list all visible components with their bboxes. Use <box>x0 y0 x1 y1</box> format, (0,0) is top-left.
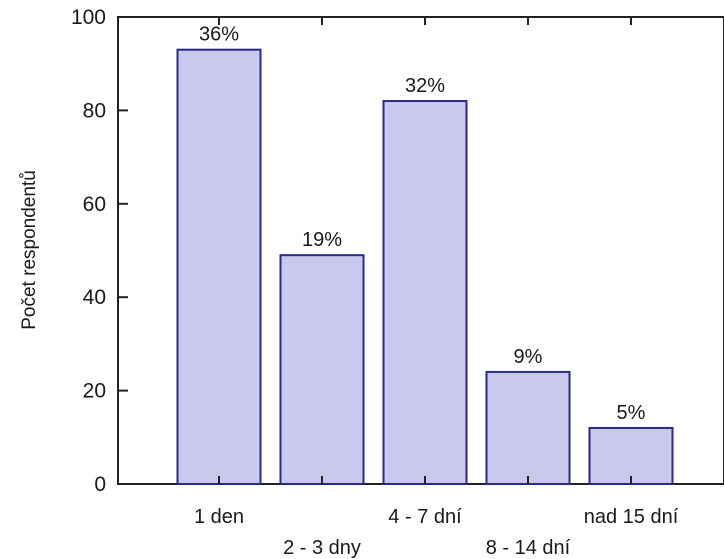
x-category-label: 8 - 14 dní <box>486 537 571 559</box>
bar <box>382 100 468 485</box>
y-axis-title: Počet respondentů <box>19 170 40 330</box>
y-axis: 0 20 40 60 80 100 <box>71 6 128 496</box>
y-tick-label: 100 <box>71 6 106 29</box>
x-axis-labels: 1 den 2 - 3 dny 4 - 7 dní 8 - 14 dní nad 15 … <box>194 476 679 559</box>
x-category-label: 4 - 7 dní <box>388 506 462 528</box>
data-label: 32% <box>405 75 445 97</box>
y-tick-label: 60 <box>83 193 106 216</box>
y-tick-label: 0 <box>94 473 106 496</box>
bar <box>588 426 674 485</box>
x-category-label: 2 - 3 dny <box>283 537 361 559</box>
y-tick-label: 80 <box>83 99 106 122</box>
y-tick-label: 40 <box>83 286 106 309</box>
data-label: 9% <box>514 346 543 368</box>
x-category-label: 1 den <box>194 506 244 528</box>
bar <box>485 370 571 486</box>
data-label: 36% <box>199 24 239 46</box>
bars-group: 36% 19% 32% 9% 5% <box>176 17 674 486</box>
y-tick-label: 20 <box>83 380 106 403</box>
data-label: 5% <box>617 402 646 424</box>
bar <box>279 254 365 485</box>
x-category-label: nad 15 dní <box>584 506 679 528</box>
data-label: 19% <box>302 229 342 251</box>
bar <box>176 48 262 485</box>
